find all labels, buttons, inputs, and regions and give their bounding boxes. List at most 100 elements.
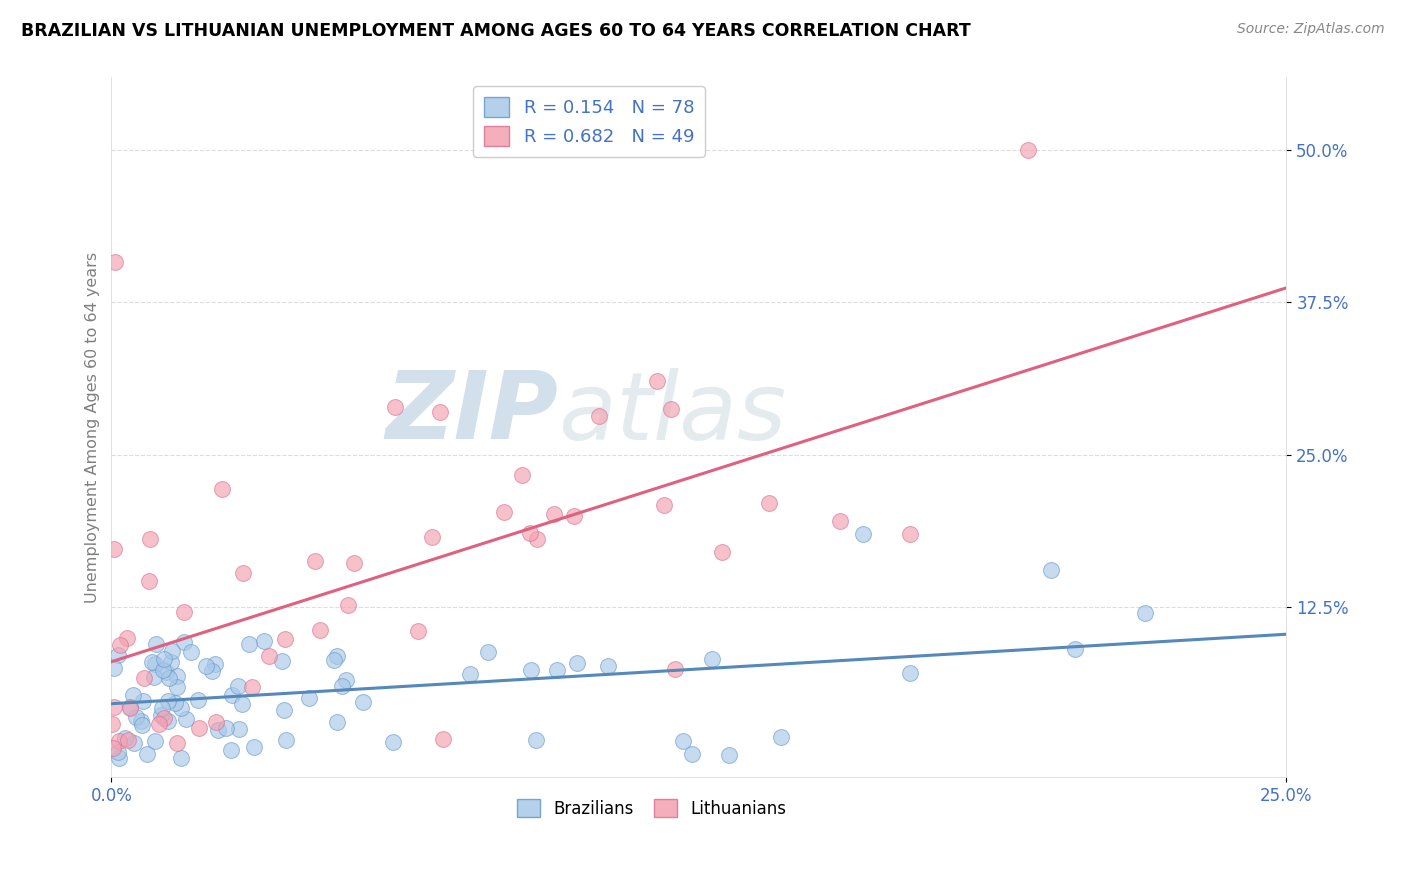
Point <box>159 655 181 669</box>
Point <box>120 701 142 715</box>
Point <box>157 672 180 686</box>
Point <box>326 715 349 730</box>
Point <box>526 533 548 547</box>
Point <box>304 554 326 568</box>
Point <box>900 666 922 681</box>
Point <box>711 545 734 559</box>
Point <box>162 643 184 657</box>
Point <box>150 700 173 714</box>
Point <box>1040 563 1063 577</box>
Point <box>1064 642 1087 657</box>
Point <box>201 665 224 679</box>
Point <box>420 530 443 544</box>
Point <box>132 694 155 708</box>
Point <box>326 649 349 664</box>
Point <box>170 750 193 764</box>
Point <box>240 680 263 694</box>
Point <box>769 730 792 744</box>
Point <box>211 482 233 496</box>
Point <box>166 736 188 750</box>
Point <box>122 688 145 702</box>
Point <box>382 735 405 749</box>
Point <box>323 653 346 667</box>
Point <box>163 696 186 710</box>
Point <box>758 496 780 510</box>
Point <box>564 509 586 524</box>
Point <box>152 663 174 677</box>
Point <box>492 505 515 519</box>
Point <box>718 747 741 762</box>
Point <box>232 566 254 580</box>
Point <box>138 574 160 589</box>
Point <box>115 631 138 645</box>
Point <box>157 694 180 708</box>
Point <box>187 721 209 735</box>
Point <box>524 733 547 747</box>
Point <box>156 714 179 728</box>
Point <box>672 733 695 747</box>
Point <box>519 525 541 540</box>
Point <box>205 714 228 729</box>
Point <box>173 635 195 649</box>
Point <box>432 731 454 746</box>
Point <box>103 699 125 714</box>
Point <box>257 649 280 664</box>
Point <box>458 667 481 681</box>
Point <box>120 699 142 714</box>
Point <box>145 637 167 651</box>
Point <box>135 747 157 761</box>
Point <box>173 605 195 619</box>
Point <box>852 526 875 541</box>
Point <box>138 532 160 546</box>
Point <box>215 721 238 735</box>
Point <box>103 541 125 556</box>
Point <box>273 703 295 717</box>
Legend: Brazilians, Lithuanians: Brazilians, Lithuanians <box>510 792 793 824</box>
Point <box>228 722 250 736</box>
Point <box>101 716 124 731</box>
Point <box>143 657 166 671</box>
Point <box>510 468 533 483</box>
Point <box>166 668 188 682</box>
Point <box>143 733 166 747</box>
Point <box>152 651 174 665</box>
Point <box>170 701 193 715</box>
Point <box>101 741 124 756</box>
Point <box>900 526 922 541</box>
Point <box>276 733 298 747</box>
Point <box>108 751 131 765</box>
Point <box>330 679 353 693</box>
Text: Source: ZipAtlas.com: Source: ZipAtlas.com <box>1237 22 1385 37</box>
Point <box>543 507 565 521</box>
Point <box>150 708 173 723</box>
Point <box>221 688 243 702</box>
Point <box>180 645 202 659</box>
Point <box>335 673 357 687</box>
Point <box>352 695 374 709</box>
Point <box>108 734 131 748</box>
Point <box>546 663 568 677</box>
Point <box>429 405 451 419</box>
Point <box>195 659 218 673</box>
Point <box>477 645 499 659</box>
Point <box>309 623 332 637</box>
Point <box>153 711 176 725</box>
Point <box>207 723 229 737</box>
Point <box>1135 606 1157 620</box>
Point <box>408 624 430 638</box>
Point <box>148 717 170 731</box>
Point <box>681 747 703 761</box>
Point <box>664 662 686 676</box>
Point <box>1017 144 1039 158</box>
Point <box>103 661 125 675</box>
Point <box>342 556 364 570</box>
Point <box>187 692 209 706</box>
Point <box>659 401 682 416</box>
Point <box>132 671 155 685</box>
Point <box>598 659 620 673</box>
Point <box>828 515 851 529</box>
Point <box>238 637 260 651</box>
Point <box>141 655 163 669</box>
Point <box>253 634 276 648</box>
Point <box>129 714 152 728</box>
